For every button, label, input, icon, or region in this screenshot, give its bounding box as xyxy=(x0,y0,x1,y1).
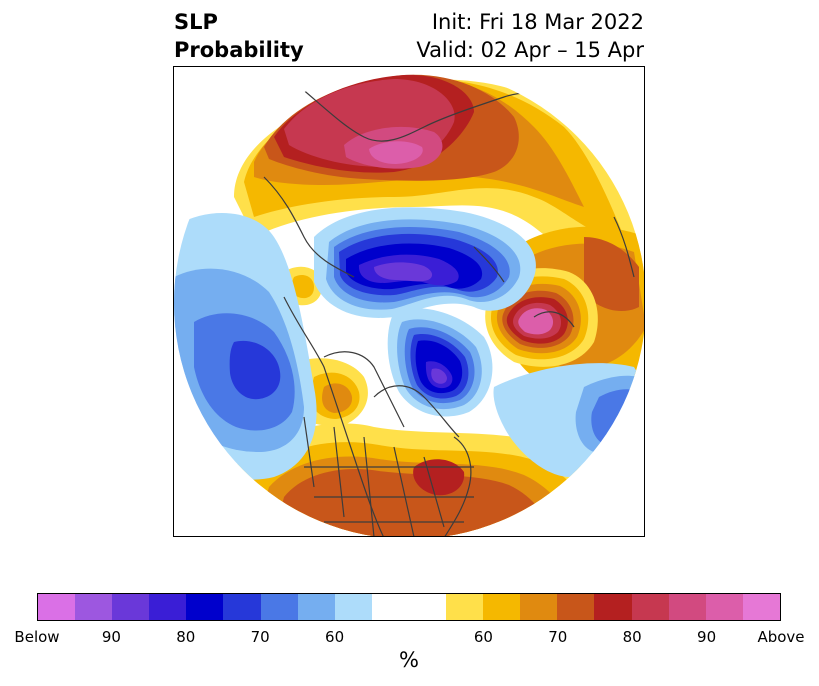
colorbar-tick-label: 60 xyxy=(473,628,493,646)
colorbar-tick-label: 70 xyxy=(250,628,270,646)
colorbar-tick-label: 60 xyxy=(325,628,345,646)
colorbar-swatch xyxy=(483,594,521,620)
pacific-below-region xyxy=(174,213,317,480)
map-subtitle: Init: Fri 18 Mar 2022 Valid: 02 Apr – 15… xyxy=(416,8,644,64)
colorbar-swatch xyxy=(223,594,261,620)
map-panel xyxy=(173,66,645,537)
title-line-2: Probability xyxy=(174,38,304,62)
valid-range: Valid: 02 Apr – 15 Apr xyxy=(416,38,644,62)
colorbar-swatch xyxy=(260,594,298,620)
colorbar-swatch xyxy=(408,594,447,620)
probability-map xyxy=(174,67,644,536)
colorbar-tick-label: 70 xyxy=(548,628,568,646)
colorbar-swatch xyxy=(705,594,743,620)
title-line-1: SLP xyxy=(174,10,218,34)
colorbar-swatch xyxy=(186,594,224,620)
colorbar-swatch xyxy=(297,594,335,620)
colorbar-tick-label: Above xyxy=(757,628,805,646)
colorbar-swatch xyxy=(371,594,409,620)
colorbar-tick-label: Below xyxy=(14,628,60,646)
colorbar-tick-label: 80 xyxy=(622,628,642,646)
colorbar-swatch xyxy=(334,594,372,620)
colorbar-swatch xyxy=(668,594,706,620)
colorbar-swatch xyxy=(38,594,76,620)
colorbar xyxy=(37,593,781,621)
colorbar-swatch xyxy=(446,594,484,620)
colorbar-swatch xyxy=(631,594,669,620)
colorbar-swatch xyxy=(742,594,780,620)
init-date: Init: Fri 18 Mar 2022 xyxy=(431,10,644,34)
colorbar-swatch xyxy=(112,594,150,620)
east-asia-above-region xyxy=(485,226,644,391)
colorbar-swatch xyxy=(75,594,113,620)
colorbar-tick-label: 90 xyxy=(101,628,121,646)
globe-disk xyxy=(174,67,644,536)
eurasia-above-region xyxy=(234,74,644,307)
coastlines xyxy=(263,81,635,536)
colorbar-swatch xyxy=(557,594,595,620)
colorbar-tick-label: 80 xyxy=(176,628,196,646)
colorbar-swatch xyxy=(520,594,558,620)
map-title: SLP Probability xyxy=(174,8,304,64)
colorbar-swatch xyxy=(149,594,187,620)
colorbar-unit: % xyxy=(399,648,419,672)
colorbar-swatch xyxy=(594,594,632,620)
colorbar-tick-label: 90 xyxy=(697,628,717,646)
